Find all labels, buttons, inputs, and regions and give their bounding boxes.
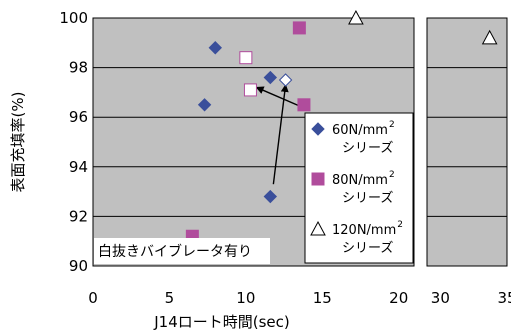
x-tick-label: 30: [431, 289, 450, 307]
arrows: [255, 83, 303, 185]
arrow: [272, 83, 289, 185]
data-point: [292, 21, 306, 35]
annotation-box: 白抜きバイブレータ有り: [94, 238, 270, 264]
plot-area-right: [426, 17, 508, 267]
y-axis-title: 表面充填率(%): [9, 92, 27, 193]
data-point: [243, 83, 257, 97]
legend-label-series: シリーズ: [342, 240, 393, 256]
x-tick-labels: 0 5 10 15 20 30 35: [88, 289, 511, 307]
x-tick-label: 15: [313, 289, 332, 307]
y-tick-label: 94: [69, 158, 88, 176]
x-tick-label: 5: [165, 289, 175, 307]
x-axis-title: J14ロート時間(sec): [153, 313, 290, 331]
y-tick-label: 98: [69, 59, 88, 77]
y-tick-label: 100: [59, 9, 88, 27]
x-tick-label: 20: [389, 289, 408, 307]
legend-box: [304, 112, 414, 264]
legend-label-superscript: 2: [397, 220, 403, 230]
arrow: [255, 86, 303, 108]
data-point: [239, 51, 253, 65]
y-tick-label: 96: [69, 108, 88, 126]
data-point: [297, 98, 311, 112]
legend-label: 80N/mm: [332, 173, 388, 188]
y-tick-labels: 90 92 94 96 98 100: [59, 9, 88, 275]
y-tick-label: 92: [69, 207, 88, 225]
x-tick-label: 35: [497, 289, 511, 307]
x-tick-label: 10: [236, 289, 255, 307]
x-tick-label: 0: [88, 289, 98, 307]
legend-label: 60N/mm: [332, 123, 388, 138]
data-point: [263, 189, 278, 204]
y-tick-label: 90: [69, 257, 88, 275]
data-point: [348, 9, 364, 25]
data-point: [208, 41, 222, 55]
legend-label-superscript: 2: [389, 120, 395, 130]
legend-marker: [311, 122, 325, 136]
legend-label-series: シリーズ: [342, 140, 393, 156]
data-point: [197, 98, 212, 112]
data-points: [185, 9, 498, 243]
legend-label-series: シリーズ: [342, 190, 393, 206]
legend-marker: [311, 172, 325, 186]
data-point: [481, 29, 498, 45]
annotation-text: 白抜きバイブレータ有り: [98, 243, 252, 260]
legend-marker: [310, 220, 326, 236]
legend-label-superscript: 2: [389, 170, 395, 180]
data-point: [263, 70, 278, 85]
legend-label: 120N/mm: [332, 223, 396, 238]
data-point: [278, 73, 293, 87]
